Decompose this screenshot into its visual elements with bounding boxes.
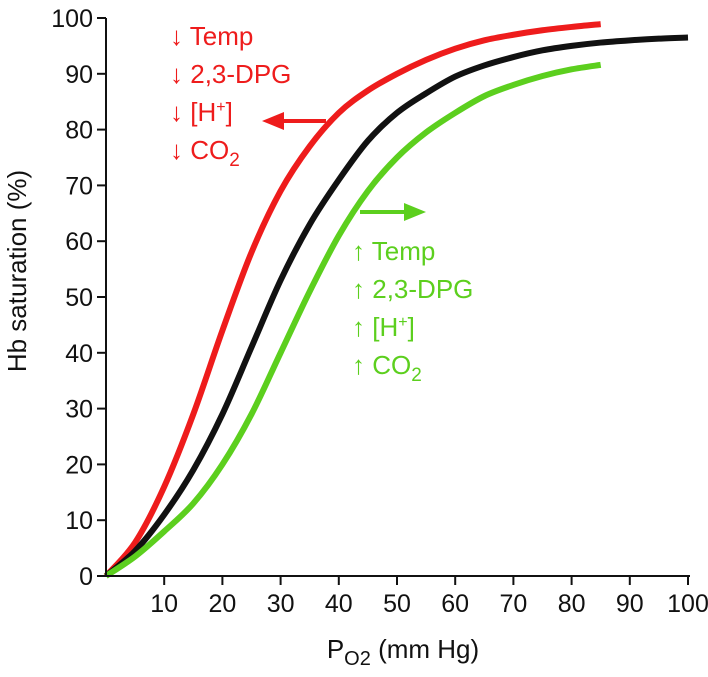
x-axis-title-suffix: (mm Hg) (371, 634, 479, 664)
ticks-layer: 0 10 20 30 40 50 60 70 80 90 100 10 20 30 40 50 60 70 80 90… (51, 5, 708, 618)
y-tick-label: 80 (65, 117, 93, 145)
right-annotation-item: ↑ CO2 (352, 350, 422, 386)
x-tick-label: 80 (558, 590, 586, 618)
x-tick-label: 50 (383, 590, 411, 618)
left-shift-arrow-icon (262, 112, 284, 130)
y-tick-label: 20 (65, 451, 93, 479)
y-tick-label: 100 (51, 5, 93, 33)
y-tick-label: 0 (79, 563, 93, 591)
y-tick-label: 40 (65, 340, 93, 368)
left-annotation-item: ↓ 2,3-DPG (170, 59, 291, 89)
up-arrow-icon: ↑ (352, 274, 372, 304)
y-tick-label: 60 (65, 228, 93, 256)
y-tick-label: 30 (65, 396, 93, 424)
right-shifted-curve (104, 61, 602, 579)
up-arrow-icon: ↑ (352, 312, 372, 342)
normal-curve (104, 34, 689, 579)
left-shifted-curve (103, 21, 601, 579)
right-annotation-item: ↑ [H+] (352, 312, 415, 342)
left-annotation-item: ↓ Temp (170, 21, 253, 51)
down-arrow-icon: ↓ (170, 97, 190, 127)
x-tick-label: 90 (616, 590, 644, 618)
x-axis-title-main: P (327, 634, 344, 664)
down-arrow-icon: ↓ (170, 21, 190, 51)
right-shift-arrow-icon (404, 203, 426, 221)
x-tick-label: 70 (499, 590, 527, 618)
y-axis-title: Hb saturation (%) (2, 170, 32, 372)
x-tick-label: 30 (267, 590, 295, 618)
annotations-layer: ↓ Temp ↓ 2,3-DPG ↓ [H+] ↓ CO2 ↑ Temp ↑ 2,3-DP… (170, 21, 473, 386)
curves-layer (103, 21, 689, 579)
y-tick-label: 10 (65, 507, 93, 535)
y-tick-label: 50 (65, 284, 93, 312)
x-axis-title-subscript: O2 (344, 648, 371, 670)
up-arrow-icon: ↑ (352, 236, 372, 266)
down-arrow-icon: ↓ (170, 59, 190, 89)
right-annotation-item: ↑ 2,3-DPG (352, 274, 473, 304)
y-tick-label: 90 (65, 61, 93, 89)
down-arrow-icon: ↓ (170, 135, 190, 165)
x-tick-label: 20 (208, 590, 236, 618)
up-arrow-icon: ↑ (352, 350, 372, 380)
x-tick-label: 10 (150, 590, 178, 618)
x-tick-label: 40 (325, 590, 353, 618)
y-tick-label: 70 (65, 172, 93, 200)
left-annotation-item: ↓ CO2 (170, 135, 240, 171)
right-annotation-item: ↑ Temp (352, 236, 435, 266)
x-tick-label: 100 (667, 590, 708, 618)
left-annotation-item: ↓ [H+] (170, 97, 233, 127)
x-axis-title: PO2 (mm Hg) (327, 634, 479, 670)
x-tick-label: 60 (441, 590, 469, 618)
